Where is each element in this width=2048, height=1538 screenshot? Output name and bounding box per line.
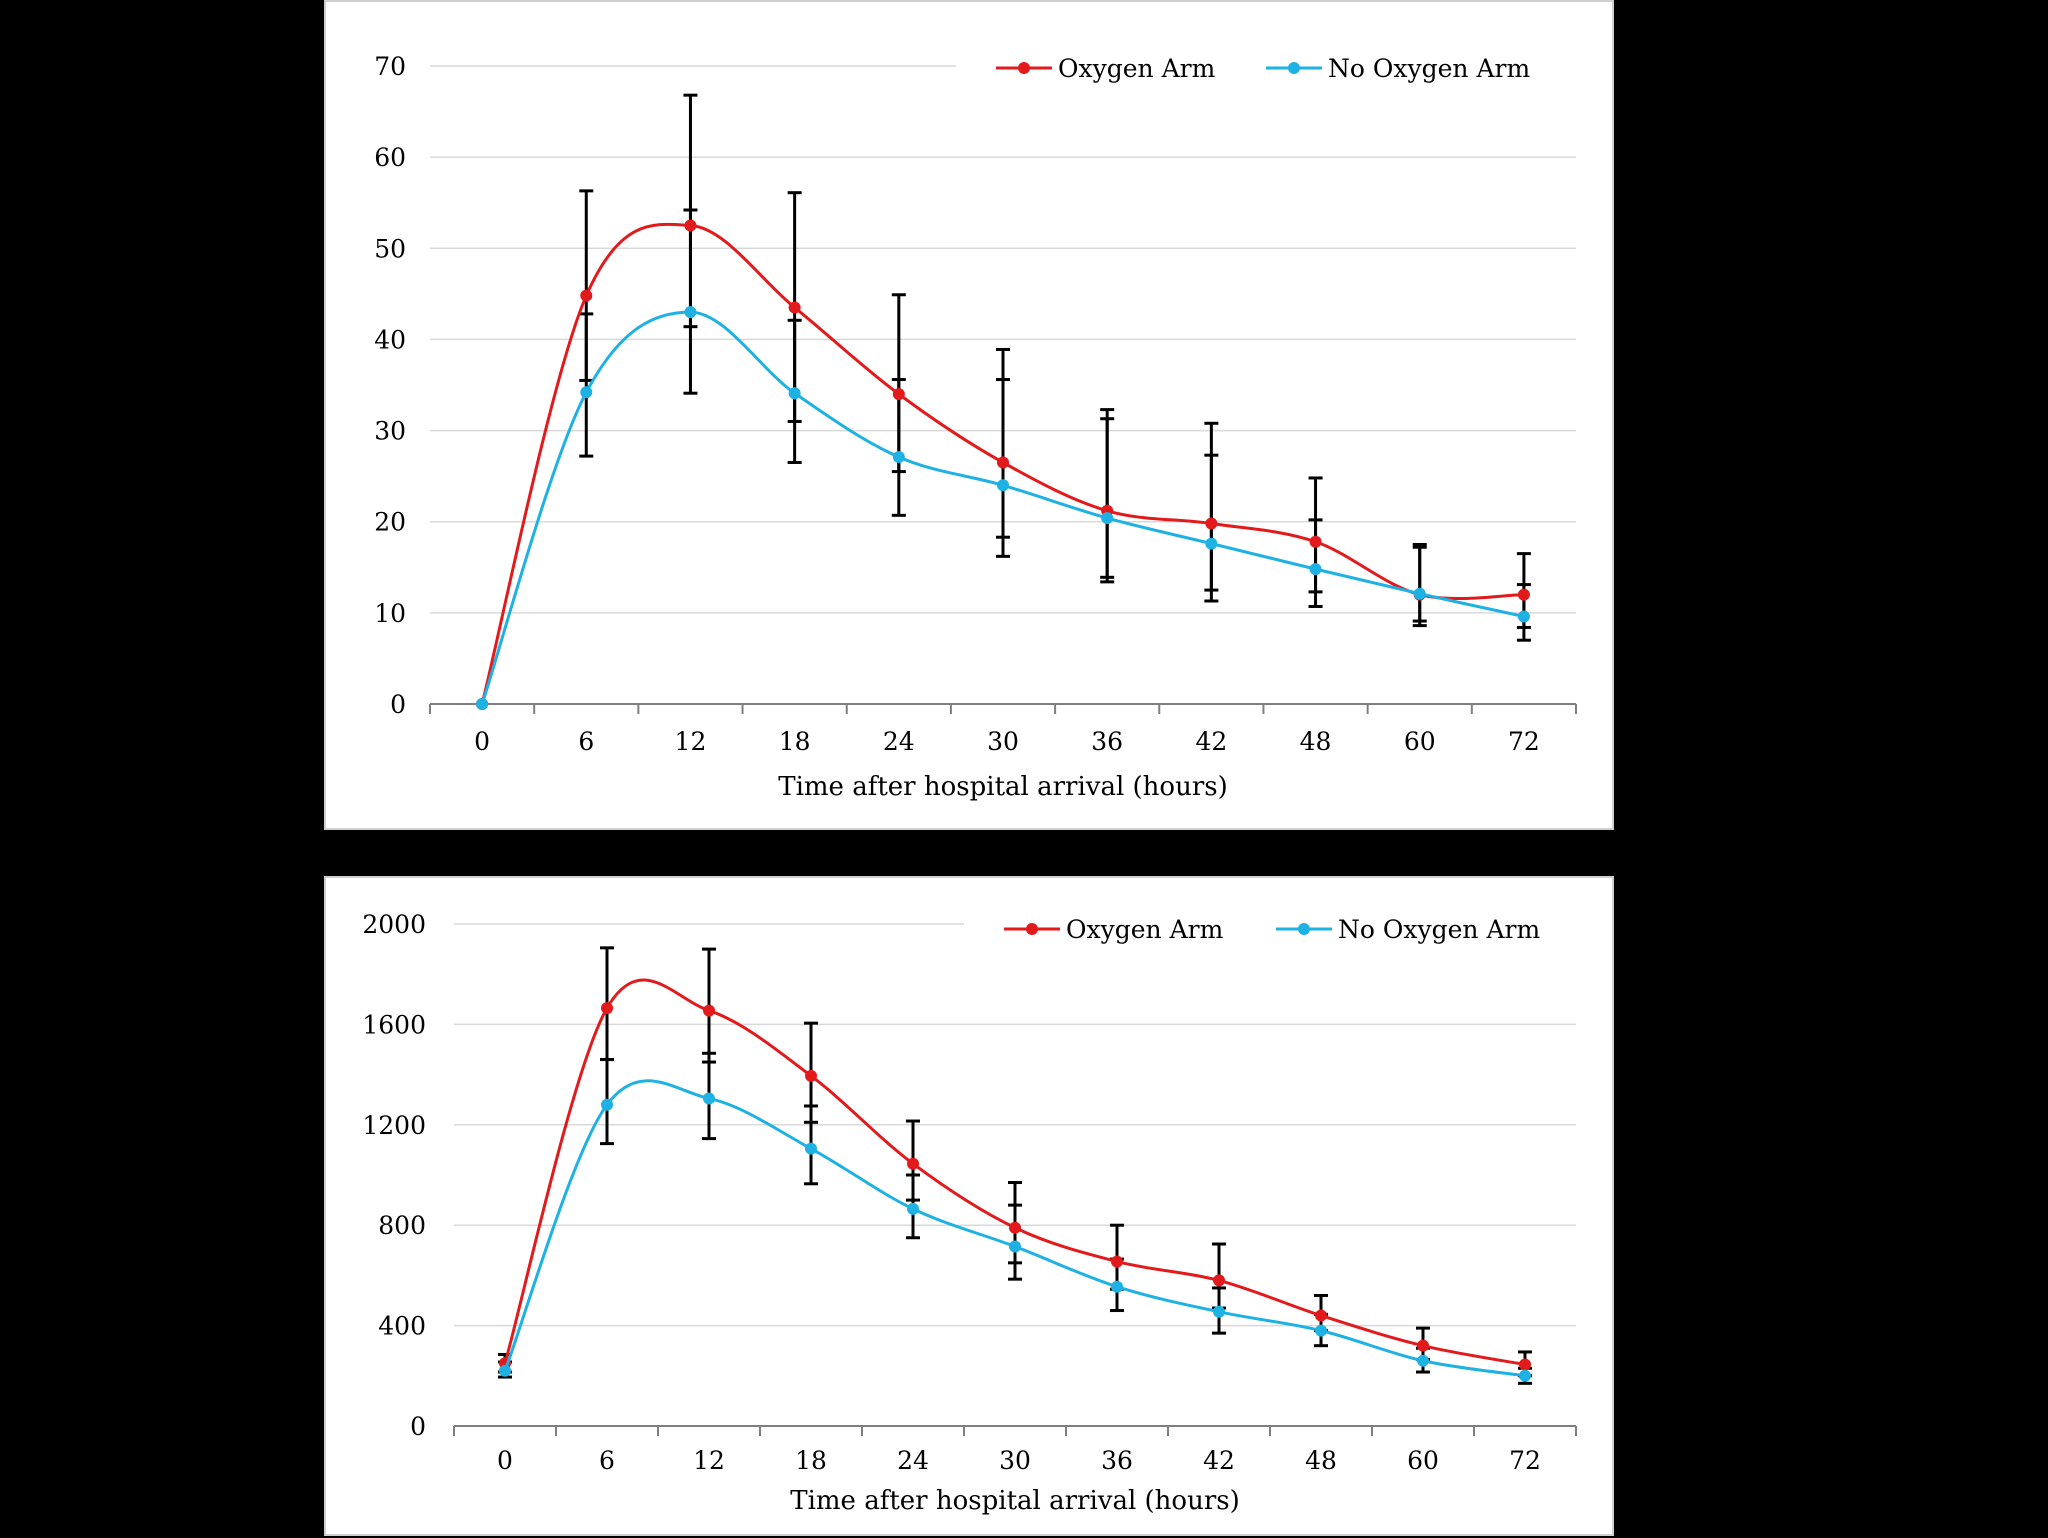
data-point-no-oxygen — [684, 306, 697, 319]
legend-label: Oxygen Arm — [1058, 54, 1216, 83]
x-axis-title: Time after hospital arrival (hours) — [790, 1486, 1240, 1516]
y-tick-label: 1600 — [362, 1010, 426, 1039]
data-point-no-oxygen — [580, 386, 593, 399]
y-tick-label: 70 — [374, 52, 406, 81]
data-point-no-oxygen — [1413, 587, 1426, 600]
x-tick-label: 72 — [1509, 1446, 1541, 1475]
series-line-oxygen — [503, 978, 1526, 1366]
x-tick-label: 30 — [999, 1446, 1031, 1475]
data-point-no-oxygen — [1519, 1369, 1531, 1382]
x-tick-label: 12 — [693, 1446, 725, 1475]
legend-swatch-marker — [1026, 923, 1038, 935]
series-line-no-oxygen — [480, 310, 1525, 705]
data-point-no-oxygen — [1213, 1305, 1225, 1318]
y-tick-label: 50 — [374, 234, 406, 263]
x-tick-label: 36 — [1101, 1446, 1133, 1475]
y-tick-label: 0 — [390, 690, 406, 719]
x-tick-label: 6 — [599, 1446, 615, 1475]
data-point-oxygen — [1309, 535, 1322, 548]
data-point-no-oxygen — [892, 451, 905, 464]
data-point-no-oxygen — [1315, 1324, 1327, 1337]
y-tick-label: 800 — [378, 1211, 426, 1240]
data-point-oxygen — [805, 1069, 817, 1082]
x-tick-label: 24 — [883, 727, 915, 756]
data-point-no-oxygen — [703, 1092, 715, 1105]
legend-label: Oxygen Arm — [1066, 915, 1224, 944]
data-point-oxygen — [997, 456, 1009, 469]
legend-label: No Oxygen Arm — [1328, 54, 1530, 83]
x-tick-label: 30 — [987, 727, 1019, 756]
x-tick-label: 36 — [1091, 727, 1123, 756]
data-point-no-oxygen — [805, 1142, 817, 1155]
data-point-oxygen — [1111, 1255, 1123, 1268]
x-tick-label: 48 — [1305, 1446, 1337, 1475]
data-point-no-oxygen — [601, 1098, 613, 1111]
data-point-no-oxygen — [476, 698, 489, 710]
y-tick-label: 60 — [374, 143, 406, 172]
chart-panel-bottom: 0 400 800 1200 1600 2000 0 6 12 18 24 30 36 42 48 60 72 T… — [324, 876, 1614, 1536]
data-point-oxygen — [892, 388, 905, 401]
y-tick-label: 0 — [410, 1412, 426, 1441]
series-line-no-oxygen — [503, 1079, 1526, 1378]
x-tick-label: 60 — [1404, 727, 1436, 756]
x-tick-label: 48 — [1300, 727, 1332, 756]
data-point-no-oxygen — [1417, 1354, 1429, 1367]
data-point-no-oxygen — [499, 1364, 511, 1377]
y-tick-label: 400 — [378, 1312, 426, 1341]
data-point-oxygen — [788, 301, 801, 314]
data-point-oxygen — [684, 219, 697, 232]
data-point-oxygen — [1205, 517, 1218, 530]
x-tick-label: 72 — [1508, 727, 1540, 756]
x-tick-label: 18 — [795, 1446, 827, 1475]
data-point-no-oxygen — [1309, 563, 1322, 576]
y-tick-label: 1200 — [362, 1111, 426, 1140]
data-point-oxygen — [580, 289, 593, 302]
data-point-oxygen — [1519, 1358, 1531, 1371]
data-point-no-oxygen — [1101, 512, 1114, 525]
y-tick-label: 40 — [374, 325, 406, 354]
legend-swatch-marker — [1298, 923, 1310, 935]
x-tick-label: 0 — [474, 727, 490, 756]
data-point-oxygen — [1315, 1309, 1327, 1322]
chart-top-svg: 0 10 20 30 40 50 60 70 0 6 12 18 24 30 36 42 48 60 72 Time … — [374, 52, 1577, 802]
x-tick-label: 18 — [779, 727, 811, 756]
y-tick-label: 20 — [374, 508, 406, 537]
x-tick-label: 42 — [1203, 1446, 1235, 1475]
x-tick-label: 42 — [1195, 727, 1227, 756]
chart-panel-top: 0 10 20 30 40 50 60 70 0 6 12 18 24 30 36 42 48 60 72 Time … — [324, 0, 1614, 830]
data-point-oxygen — [1417, 1339, 1429, 1352]
y-tick-label: 2000 — [362, 910, 426, 939]
x-tick-label: 12 — [675, 727, 707, 756]
data-point-no-oxygen — [907, 1202, 919, 1215]
data-point-oxygen — [601, 1002, 613, 1015]
x-tick-label: 60 — [1407, 1446, 1439, 1475]
data-point-no-oxygen — [997, 479, 1009, 492]
y-tick-label: 30 — [374, 417, 406, 446]
data-point-oxygen — [1009, 1221, 1021, 1234]
x-tick-label: 6 — [578, 727, 594, 756]
x-tick-label: 0 — [497, 1446, 513, 1475]
data-point-oxygen — [907, 1157, 919, 1170]
data-point-no-oxygen — [1205, 537, 1218, 550]
legend-swatch-marker — [1018, 62, 1030, 74]
data-point-no-oxygen — [1111, 1280, 1123, 1293]
chart-bottom-svg: 0 400 800 1200 1600 2000 0 6 12 18 24 30 36 42 48 60 72 T… — [362, 910, 1577, 1516]
data-point-oxygen — [1517, 588, 1530, 601]
legend-swatch-marker — [1288, 62, 1300, 74]
x-axis-title: Time after hospital arrival (hours) — [778, 772, 1228, 802]
data-point-no-oxygen — [788, 387, 801, 400]
data-point-oxygen — [703, 1004, 715, 1017]
data-point-oxygen — [1213, 1274, 1225, 1287]
legend-label: No Oxygen Arm — [1338, 915, 1540, 944]
x-tick-label: 24 — [897, 1446, 929, 1475]
data-point-no-oxygen — [1517, 610, 1530, 623]
y-tick-label: 10 — [374, 599, 406, 628]
data-point-no-oxygen — [1009, 1240, 1021, 1253]
